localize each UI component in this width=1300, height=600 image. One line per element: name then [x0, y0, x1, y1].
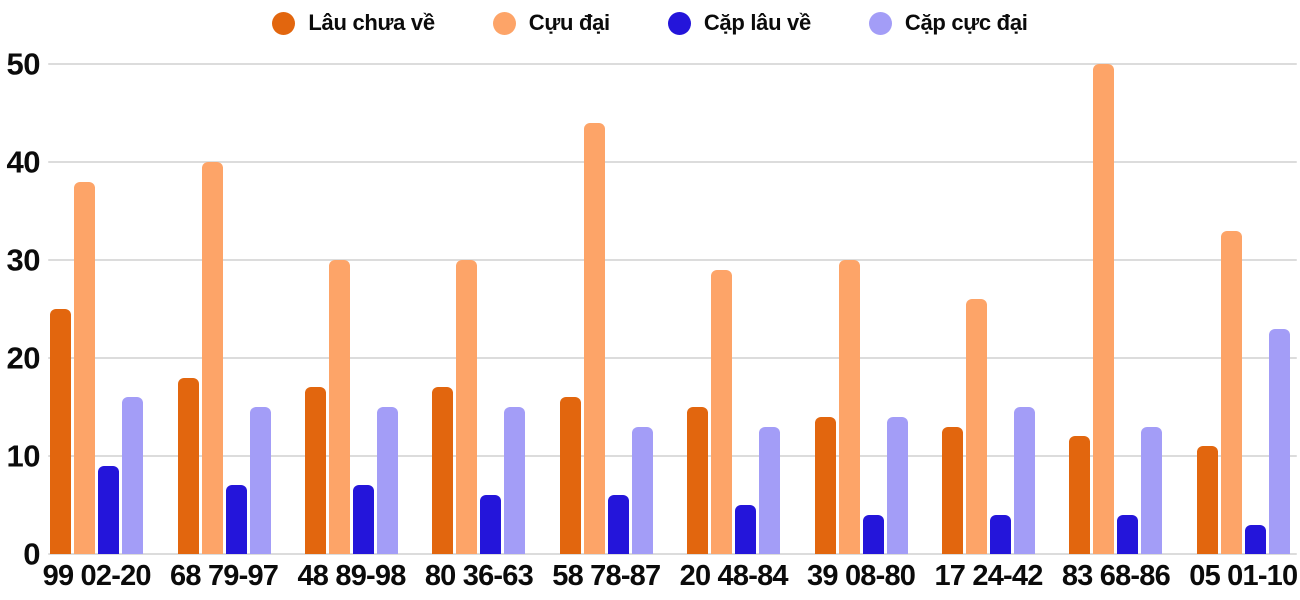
- legend-swatch-icon: [492, 11, 516, 35]
- y-axis-tick-label: 20: [6, 340, 41, 376]
- bar-3-group-4[interactable]: [480, 495, 502, 554]
- x-axis-tick-label: 58 78-87: [552, 560, 661, 592]
- x-axis-tick-label: 20 48-84: [679, 560, 789, 592]
- bar-1-group-1[interactable]: [50, 309, 72, 554]
- bar-1-group-2[interactable]: [177, 377, 199, 554]
- bar-group: [160, 64, 287, 554]
- bar-group: [797, 64, 924, 554]
- legend-swatch-icon: [272, 11, 296, 35]
- y-axis-tick-label: 40: [6, 144, 41, 180]
- gridline: [48, 63, 1297, 65]
- bar-2-group-9[interactable]: [1093, 64, 1115, 554]
- bar-group: [415, 64, 542, 554]
- bar-2-group-2[interactable]: [201, 162, 223, 554]
- bar-4-group-8[interactable]: [1013, 407, 1035, 554]
- y-axis-tick-label: 0: [23, 536, 40, 572]
- legend-label: Cặp lâu về: [703, 10, 811, 35]
- bar-4-group-6[interactable]: [759, 426, 781, 554]
- bar-2-group-6[interactable]: [711, 269, 733, 554]
- gridline: [48, 357, 1297, 359]
- bar-1-group-10[interactable]: [1196, 446, 1218, 554]
- bar-2-group-1[interactable]: [74, 181, 96, 554]
- legend-swatch-icon: [667, 11, 691, 35]
- bar-group: [33, 64, 160, 554]
- bar-1-group-4[interactable]: [432, 387, 454, 554]
- bar-1-group-8[interactable]: [941, 426, 963, 554]
- gridline: [48, 259, 1297, 261]
- gridline: [48, 553, 1297, 555]
- bar-1-group-9[interactable]: [1069, 436, 1091, 554]
- legend-swatch-icon: [868, 11, 892, 35]
- x-axis-tick-label: 05 01-10: [1189, 560, 1298, 592]
- legend-label: Cựu đại: [528, 10, 610, 35]
- bar-4-group-1[interactable]: [122, 397, 144, 554]
- bar-3-group-3[interactable]: [352, 485, 374, 554]
- legend-item[interactable]: Lâu chưa về: [272, 10, 435, 36]
- bar-2-group-8[interactable]: [965, 299, 987, 554]
- legend-label: Cặp cực đại: [904, 10, 1028, 35]
- bar-4-group-9[interactable]: [1141, 426, 1163, 554]
- y-axis-tick-label: 50: [6, 46, 41, 82]
- y-axis-tick-label: 10: [6, 438, 41, 474]
- bar-1-group-5[interactable]: [559, 397, 581, 554]
- legend-item[interactable]: Cựu đại: [492, 10, 610, 36]
- bar-2-group-4[interactable]: [456, 260, 478, 554]
- bar-4-group-2[interactable]: [249, 407, 271, 554]
- gridline: [48, 161, 1297, 163]
- bar-3-group-9[interactable]: [1117, 514, 1139, 554]
- x-axis-tick-label: 83 68-86: [1061, 560, 1171, 592]
- bar-4-group-10[interactable]: [1268, 328, 1290, 554]
- y-axis-tick-label: 30: [6, 242, 41, 278]
- bar-3-group-1[interactable]: [98, 465, 120, 554]
- bar-group: [288, 64, 415, 554]
- bar-group: [925, 64, 1052, 554]
- x-axis-tick-label: 39 08-80: [807, 560, 916, 592]
- bar-group: [543, 64, 670, 554]
- legend-item[interactable]: Cặp cực đại: [868, 10, 1028, 36]
- chart-legend: Lâu chưa về Cựu đại Cặp lâu về Cặp cực đại: [0, 0, 1300, 46]
- bar-2-group-3[interactable]: [328, 260, 350, 554]
- bar-4-group-5[interactable]: [631, 426, 653, 554]
- x-axis-tick-label: 99 02-20: [42, 560, 152, 592]
- bar-2-group-10[interactable]: [1220, 230, 1242, 554]
- bar-group: [1180, 64, 1300, 554]
- bar-3-group-7[interactable]: [862, 514, 884, 554]
- bar-3-group-6[interactable]: [735, 505, 757, 554]
- bar-2-group-5[interactable]: [583, 122, 605, 554]
- bar-4-group-4[interactable]: [504, 407, 526, 554]
- bar-2-group-7[interactable]: [838, 260, 860, 554]
- bar-3-group-2[interactable]: [225, 485, 247, 554]
- gridline: [48, 455, 1297, 457]
- bar-1-group-6[interactable]: [687, 407, 709, 554]
- bar-3-group-10[interactable]: [1244, 524, 1266, 554]
- x-axis-tick-label: 80 36-63: [424, 560, 534, 592]
- x-axis-tick-label: 17 24-42: [934, 560, 1043, 592]
- bar-group: [1052, 64, 1179, 554]
- bar-1-group-3[interactable]: [304, 387, 326, 554]
- bar-1-group-7[interactable]: [814, 416, 836, 554]
- bar-4-group-7[interactable]: [886, 416, 908, 554]
- legend-label: Lâu chưa về: [308, 10, 435, 35]
- bar-group: [670, 64, 797, 554]
- x-axis-tick-label: 48 89-98: [297, 560, 406, 592]
- legend-item[interactable]: Cặp lâu về: [667, 10, 811, 36]
- bar-3-group-5[interactable]: [607, 495, 629, 554]
- x-axis-tick-label: 68 79-97: [170, 560, 279, 592]
- bar-3-group-8[interactable]: [989, 514, 1011, 554]
- bar-4-group-3[interactable]: [376, 407, 398, 554]
